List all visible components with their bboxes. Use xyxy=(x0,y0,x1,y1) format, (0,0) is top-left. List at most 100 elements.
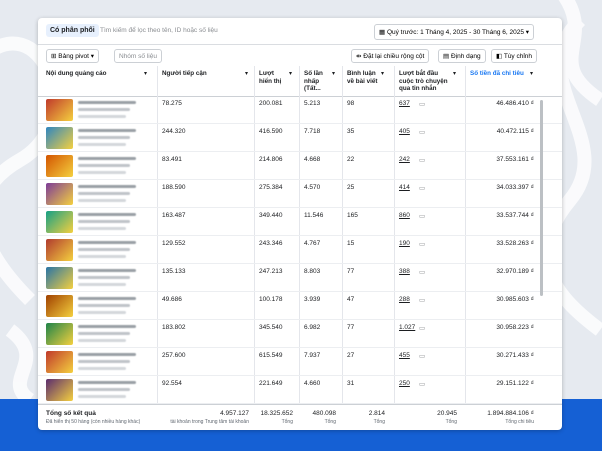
message-icon: ▭ xyxy=(419,381,426,388)
cell-value: 244.320 xyxy=(162,128,186,135)
message-link[interactable]: 455 xyxy=(399,352,410,359)
blurred-ad-name xyxy=(78,143,126,146)
column-header: Số lần nhấp (Tất... xyxy=(304,70,323,92)
blurred-ad-name xyxy=(78,157,136,160)
message-link[interactable]: 405 xyxy=(399,128,410,135)
sort-icon: ▾ xyxy=(144,71,148,77)
blurred-ad-name xyxy=(78,360,130,363)
reset-width-button[interactable]: ⇹ Đặt lại chiều rộng cột xyxy=(351,49,430,63)
row-divider xyxy=(38,151,562,152)
cell-value: 47 xyxy=(347,296,355,303)
blurred-ad-name xyxy=(78,388,130,391)
cell-value: 15 xyxy=(347,240,355,247)
column-header: Nội dung quảng cáo xyxy=(46,70,107,77)
sort-icon: ▾ xyxy=(381,71,385,77)
total-caption: Tổng chi tiêu xyxy=(505,419,534,425)
blurred-ad-name xyxy=(78,241,136,244)
pivot-label: Bảng pivot xyxy=(58,53,89,60)
blurred-ad-name xyxy=(78,227,126,230)
ad-thumbnail xyxy=(46,351,73,373)
cell-value: 46.486.410 ₫ xyxy=(496,100,534,107)
cell-value: 22 xyxy=(347,156,355,163)
date-picker[interactable]: ▦ Quý trước: 1 Tháng 4, 2025 - 30 Tháng … xyxy=(374,24,535,40)
message-icon: ▭ xyxy=(419,241,426,248)
row-divider xyxy=(38,235,562,236)
cell-value: 49.686 xyxy=(162,296,182,303)
sort-icon: ▾ xyxy=(530,71,534,77)
message-icon: ▭ xyxy=(419,297,426,304)
row-divider xyxy=(38,403,562,404)
cell-value: 30.985.603 ₫ xyxy=(496,296,534,303)
total-value: 20.945 xyxy=(437,410,457,417)
cell-value: 100.178 xyxy=(259,296,283,303)
blurred-ad-name xyxy=(78,367,126,370)
cell-value: 129.552 xyxy=(162,240,186,247)
cell-value: 200.081 xyxy=(259,100,283,107)
cell-value: 163.487 xyxy=(162,212,186,219)
blurred-ad-name xyxy=(78,248,130,251)
format-button[interactable]: ▤ Định dạng xyxy=(438,49,486,63)
total-caption: tài khoản trong Trung tâm tài khoản xyxy=(170,419,249,425)
table: Nội dung quảng cáo ▾ Người tiếp cận ▾ Lượt h… xyxy=(38,66,562,430)
message-link[interactable]: 637 xyxy=(399,100,410,107)
pivot-button[interactable]: ⊞ Bảng pivot ▾ xyxy=(46,49,100,63)
cell-value: 6.982 xyxy=(304,324,321,331)
cell-value: 37.553.161 ₫ xyxy=(496,156,534,163)
message-icon: ▭ xyxy=(419,185,426,192)
cell-value: 40.472.115 ₫ xyxy=(496,128,534,135)
column-header: Số tiền đã chi tiêu xyxy=(470,70,524,77)
cell-value: 4.570 xyxy=(304,184,321,191)
blurred-ad-name xyxy=(78,136,130,139)
ads-table-panel: Có phân phối Tìm kiếm để lọc theo tên, I… xyxy=(38,18,562,430)
ad-thumbnail xyxy=(46,183,73,205)
cell-value: 31 xyxy=(347,380,355,387)
blurred-ad-name xyxy=(78,269,136,272)
cell-value: 4.767 xyxy=(304,240,321,247)
metric-group-button[interactable]: Nhóm số liệu xyxy=(114,49,162,63)
blurred-ad-name xyxy=(78,381,136,384)
ad-thumbnail xyxy=(46,379,73,401)
total-value: 1.894.884.106 ₫ xyxy=(487,410,534,417)
sort-icon: ▾ xyxy=(453,71,457,77)
blurred-ad-name xyxy=(78,353,136,356)
ad-thumbnail xyxy=(46,155,73,177)
message-icon: ▭ xyxy=(419,213,426,220)
message-link[interactable]: 388 xyxy=(399,268,410,275)
ad-thumbnail xyxy=(46,239,73,261)
message-link[interactable]: 250 xyxy=(399,380,410,387)
cell-value: 615.549 xyxy=(259,352,283,359)
cell-value: 7.937 xyxy=(304,352,321,359)
ad-thumbnail xyxy=(46,295,73,317)
sort-icon: ▾ xyxy=(245,71,249,77)
ad-thumbnail xyxy=(46,127,73,149)
blurred-ad-name xyxy=(78,304,130,307)
search-box[interactable]: Tìm kiếm để lọc theo tên, ID hoặc số liệ… xyxy=(100,27,218,34)
cell-value: 7.718 xyxy=(304,128,321,135)
divider xyxy=(38,44,562,45)
cell-value: 8.803 xyxy=(304,268,321,275)
cell-value: 243.346 xyxy=(259,240,283,247)
cell-value: 165 xyxy=(347,212,358,219)
total-caption: Tổng xyxy=(445,419,457,425)
tab[interactable]: Có phân phối xyxy=(46,24,99,37)
message-icon: ▭ xyxy=(419,101,426,108)
cell-value: 257.600 xyxy=(162,352,186,359)
blurred-ad-name xyxy=(78,325,136,328)
total-value: 18.325.652 xyxy=(260,410,293,417)
cell-value: 33.537.744 ₫ xyxy=(496,212,534,219)
message-link[interactable]: 190 xyxy=(399,240,410,247)
message-link[interactable]: 414 xyxy=(399,184,410,191)
blurred-ad-name xyxy=(78,213,136,216)
message-link[interactable]: 288 xyxy=(399,296,410,303)
message-link[interactable]: 242 xyxy=(399,156,410,163)
message-link[interactable]: 1.027 xyxy=(399,324,416,331)
cell-value: 275.384 xyxy=(259,184,283,191)
cell-value: 3.939 xyxy=(304,296,321,303)
message-icon: ▭ xyxy=(419,353,426,360)
blurred-ad-name xyxy=(78,192,130,195)
message-link[interactable]: 860 xyxy=(399,212,410,219)
total-value: 4.957.127 xyxy=(220,410,249,417)
ad-thumbnail xyxy=(46,211,73,233)
row-divider xyxy=(38,179,562,180)
customize-button[interactable]: ◧ Tùy chỉnh xyxy=(491,49,538,63)
